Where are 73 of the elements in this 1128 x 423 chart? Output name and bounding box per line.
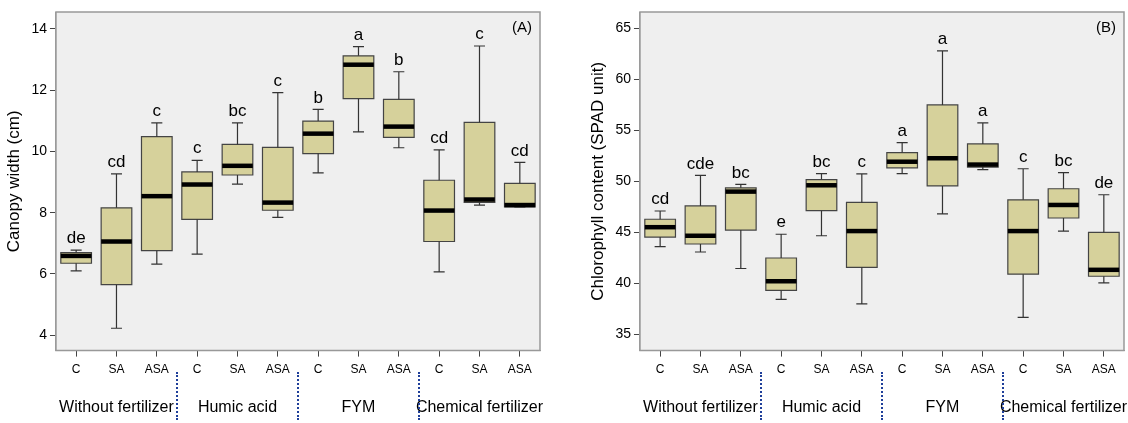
annotation: cd bbox=[430, 128, 449, 148]
annotation: b bbox=[394, 49, 404, 69]
x-tick-label: C bbox=[192, 362, 202, 377]
text: FYM bbox=[341, 398, 376, 416]
y-tick-label: 6 bbox=[39, 264, 48, 281]
y-tick-label: 60 bbox=[615, 70, 632, 87]
x-tick-label: SA bbox=[471, 362, 488, 377]
x-tick-label: C bbox=[1018, 362, 1028, 377]
y-axis-title: Chlorophyll content (SPAD unit) bbox=[587, 61, 607, 301]
annotation: cd bbox=[107, 151, 126, 171]
annotation: bc bbox=[1054, 150, 1073, 170]
x-tick-label: SA bbox=[934, 362, 951, 377]
x-tick-label: ASA bbox=[849, 362, 874, 377]
y-tick-label: 10 bbox=[31, 142, 48, 159]
text: Chemical fertilizer bbox=[415, 398, 544, 416]
x-tick-label: C bbox=[71, 362, 81, 377]
annotation: bc bbox=[228, 101, 247, 121]
y-tick-label: 4 bbox=[39, 326, 48, 343]
y-axis-title: Canopy width (cm) bbox=[3, 110, 23, 253]
annotation: b bbox=[313, 87, 323, 107]
annotation: cde bbox=[686, 153, 715, 173]
annotation: c bbox=[1018, 146, 1028, 166]
annotation: c bbox=[152, 101, 162, 121]
text: FYM bbox=[925, 398, 960, 416]
x-tick-label: ASA bbox=[970, 362, 995, 377]
x-tick-label: SA bbox=[1055, 362, 1072, 377]
x-tick-label: C bbox=[313, 362, 323, 377]
x-tick-label: C bbox=[434, 362, 444, 377]
x-tick-label: ASA bbox=[728, 362, 753, 377]
annotation: c bbox=[192, 138, 202, 158]
y-tick-label: 45 bbox=[615, 223, 632, 240]
text: Humic acid bbox=[197, 398, 278, 416]
annotation: a bbox=[937, 29, 948, 49]
x-tick-label: SA bbox=[813, 362, 830, 377]
y-tick-label: 8 bbox=[39, 203, 48, 220]
y-tick-label: 55 bbox=[615, 121, 632, 138]
x-tick-label: SA bbox=[692, 362, 709, 377]
x-tick-label: C bbox=[897, 362, 907, 377]
annotation: e bbox=[776, 212, 786, 232]
annotation: a bbox=[897, 120, 908, 140]
y-tick-label: 40 bbox=[615, 274, 632, 291]
annotation: c bbox=[857, 152, 867, 172]
y-tick-label: 12 bbox=[31, 81, 48, 97]
annotation: c bbox=[475, 24, 485, 44]
x-tick-label: C bbox=[655, 362, 665, 377]
x-tick-label: ASA bbox=[265, 362, 290, 377]
x-tick-label: SA bbox=[108, 362, 125, 377]
text: Without fertilizer bbox=[643, 398, 758, 416]
y-tick-label: 35 bbox=[615, 325, 632, 342]
chart-title: (A) bbox=[512, 17, 532, 35]
y-tick-label: 14 bbox=[31, 19, 48, 36]
x-tick-label: C bbox=[776, 362, 786, 377]
annotation: cd bbox=[651, 189, 670, 209]
annotation: de bbox=[66, 228, 86, 248]
x-tick-label: ASA bbox=[144, 362, 169, 377]
text: Without fertilizer bbox=[59, 398, 174, 416]
annotation: c bbox=[273, 70, 283, 90]
annotation: de bbox=[1094, 172, 1114, 192]
annotation: a bbox=[978, 101, 989, 121]
annotation: bc bbox=[812, 151, 831, 171]
x-tick-label: ASA bbox=[507, 362, 532, 377]
annotation: a bbox=[353, 24, 364, 44]
x-tick-label: SA bbox=[350, 362, 367, 377]
x-tick-label: ASA bbox=[1091, 362, 1116, 377]
annotation: bc bbox=[731, 162, 751, 182]
chart-title: (B) bbox=[1096, 17, 1116, 35]
y-tick-label: 50 bbox=[615, 172, 632, 189]
y-tick-label: 65 bbox=[615, 19, 632, 36]
annotation: cd bbox=[510, 140, 529, 160]
x-tick-label: ASA bbox=[386, 362, 411, 377]
text: Chemical fertilizer bbox=[999, 398, 1128, 416]
x-tick-label: SA bbox=[229, 362, 246, 377]
text: Humic acid bbox=[781, 398, 862, 416]
